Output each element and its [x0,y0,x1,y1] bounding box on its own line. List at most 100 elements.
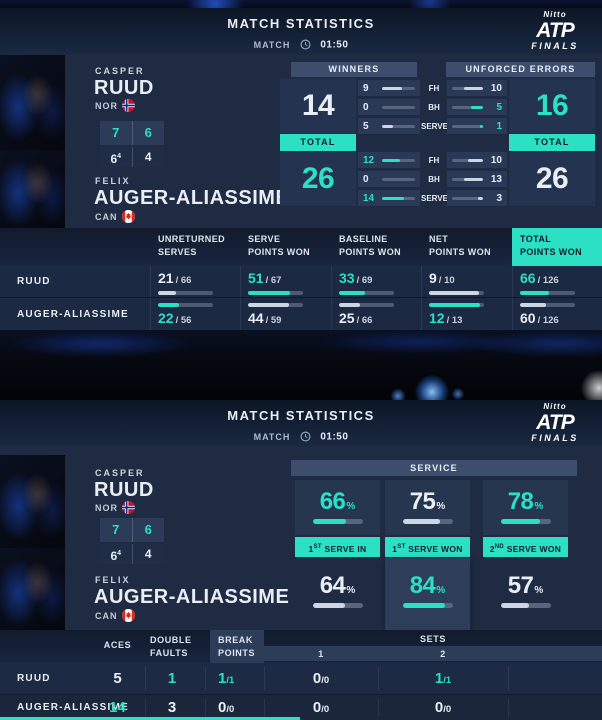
unforced-errors-header: UNFORCED ERRORS [446,62,595,77]
label-fh: FH [428,84,440,93]
col-break-points: BREAK POINTS [210,630,264,663]
tiebreak-score: 4 [117,550,122,557]
score-current-set-row: 7 6 [100,121,164,145]
player2-country: CAN [95,609,135,622]
norway-flag-icon [122,501,135,514]
bottom-row-p1: RUUD 5 1 1/1 0/0 1/1 [0,663,602,694]
clock-icon [300,431,311,442]
winners-total-p1-card: 14 [280,79,356,133]
player1-country: NOR [95,99,135,112]
col-unreturned-serves: UNRETURNED SERVES [158,234,225,257]
player2-country: CAN [95,210,135,223]
player1-country-code: NOR [95,502,118,513]
col-total-points-won: TOTAL POINTS WON [512,228,602,266]
teal-accent-strip [0,717,300,720]
set1-p1: 0/0 [312,670,330,687]
double-faults-p1: 1 [167,670,177,687]
player2-country-code: CAN [95,610,118,621]
match-statistics-panel-bottom: MATCH STATISTICS MATCH 01:50 Nitto ATP F… [0,400,602,720]
match-duration: MATCH 01:50 [0,36,602,54]
score-p2-set2: 4 [131,544,165,564]
banner-second-serve-won: 2ND SERVE WON [483,537,568,557]
errors-p1-bh: 5 [447,99,507,115]
match-time: 01:50 [320,431,349,443]
set1-p2: 0/0 [312,699,330,716]
score-p1-set1: 7 [112,125,120,140]
aces-p2: 14 [109,699,126,716]
col-set-1: 1 [318,649,324,659]
stats-table-header [0,228,602,266]
stats-row-p2-name: AUGER-ALIASSIME [17,309,129,320]
stat-cell: 9/ 10 [429,270,515,295]
match-time: 01:50 [320,39,349,51]
player1-first-name: CASPER [95,66,145,76]
errors-total-p1: 16 [535,89,569,122]
break-points-p1: 1/1 [218,670,235,687]
double-faults-p2: 3 [167,699,177,716]
errors-p1-fh: 10 [447,80,507,96]
player1-photo [0,55,65,150]
service-cell-p2-first-serve-won-highlight: 84% [385,558,470,630]
errors-total-p2-card: 26 [509,152,595,206]
col-sets: SETS [420,634,446,644]
stat-cell: 60/ 126 [520,303,602,328]
canada-flag-icon [121,609,135,622]
errors-total-p1-card: 16 [509,79,595,133]
winners-p2-bh: 0 [358,171,420,187]
panel-header: MATCH STATISTICS MATCH 01:50 Nitto ATP F… [0,8,602,55]
col-baseline-points-won: BASELINE POINTS WON [339,234,401,257]
panel-title: MATCH STATISTICS [227,16,375,31]
match-label: MATCH [253,39,291,50]
logo-atp-text: ATP [536,19,574,42]
banner-first-serve-in: 1ST SERVE IN [295,537,380,557]
stats-row-p1: RUUD 21/ 66 51/ 67 33/ 69 9/ 10 66/ 126 [0,266,602,297]
service-card-p1-second-serve-won: 78% [483,480,568,535]
set2-p1: 1/1 [434,670,452,687]
player2-country-code: CAN [95,211,118,222]
service-header: SERVICE [291,460,577,476]
norway-flag-icon [122,99,135,112]
player1-country: NOR [95,501,135,514]
logo-nitto-text: Nitto [543,10,567,19]
winners-p2-fh: 12 [358,152,420,168]
bottom-row-p2: AUGER-ALIASSIME 14 3 0/0 0/0 0/0 [0,695,602,720]
score-opponent-row: 64 4 [100,147,164,167]
col-serve-points-won: SERVE POINTS WON [248,234,310,257]
stat-cell: 33/ 69 [339,270,425,295]
errors-total-p2: 26 [535,162,569,195]
arena-photo-top [0,0,602,8]
winners-p1-fh: 9 [358,80,420,96]
clock-icon [300,39,311,50]
stat-cell: 66/ 126 [520,270,602,295]
stat-cell: 12/ 13 [429,303,515,328]
score-p1-set2: 6 [131,518,165,542]
player1-last-name: RUUD [94,77,154,99]
winners-total-p1: 14 [301,89,335,122]
banner-first-serve-won: 1ST SERVE WON [385,537,470,557]
label-fh-2: FH [428,156,440,165]
winners-header: WINNERS [291,62,417,77]
logo-finals-text: FINALS [531,41,579,51]
service-cell-p2-first-serve-in: 64% [295,558,380,630]
col-set-2: 2 [440,649,446,659]
tiebreak-score: 4 [117,153,122,160]
scoreboard: 7 6 64 4 [100,518,164,564]
col-double-faults: DOUBLE FAULTS [150,635,192,658]
col-aces: ACES [103,640,132,650]
errors-total-label: TOTAL [509,134,595,151]
col-net-points-won: NET POINTS WON [429,234,491,257]
label-bh-2: BH [428,175,440,184]
match-statistics-panel-top: MATCH STATISTICS MATCH 01:50 Nitto ATP F… [0,8,602,330]
bottom-row-p1-name: RUUD [17,673,51,684]
sets-subheader-bar [264,646,602,661]
logo-nitto-text: Nitto [543,402,567,411]
score-p2-set1: 64 [110,549,122,563]
winners-p1-bh: 0 [358,99,420,115]
match-label: MATCH [253,431,291,442]
player1-last-name: RUUD [94,479,154,501]
aces-p1: 5 [113,670,122,687]
logo-finals-text: FINALS [531,433,579,443]
winners-total-p2: 26 [301,162,335,195]
match-duration: MATCH 01:50 [0,428,602,446]
